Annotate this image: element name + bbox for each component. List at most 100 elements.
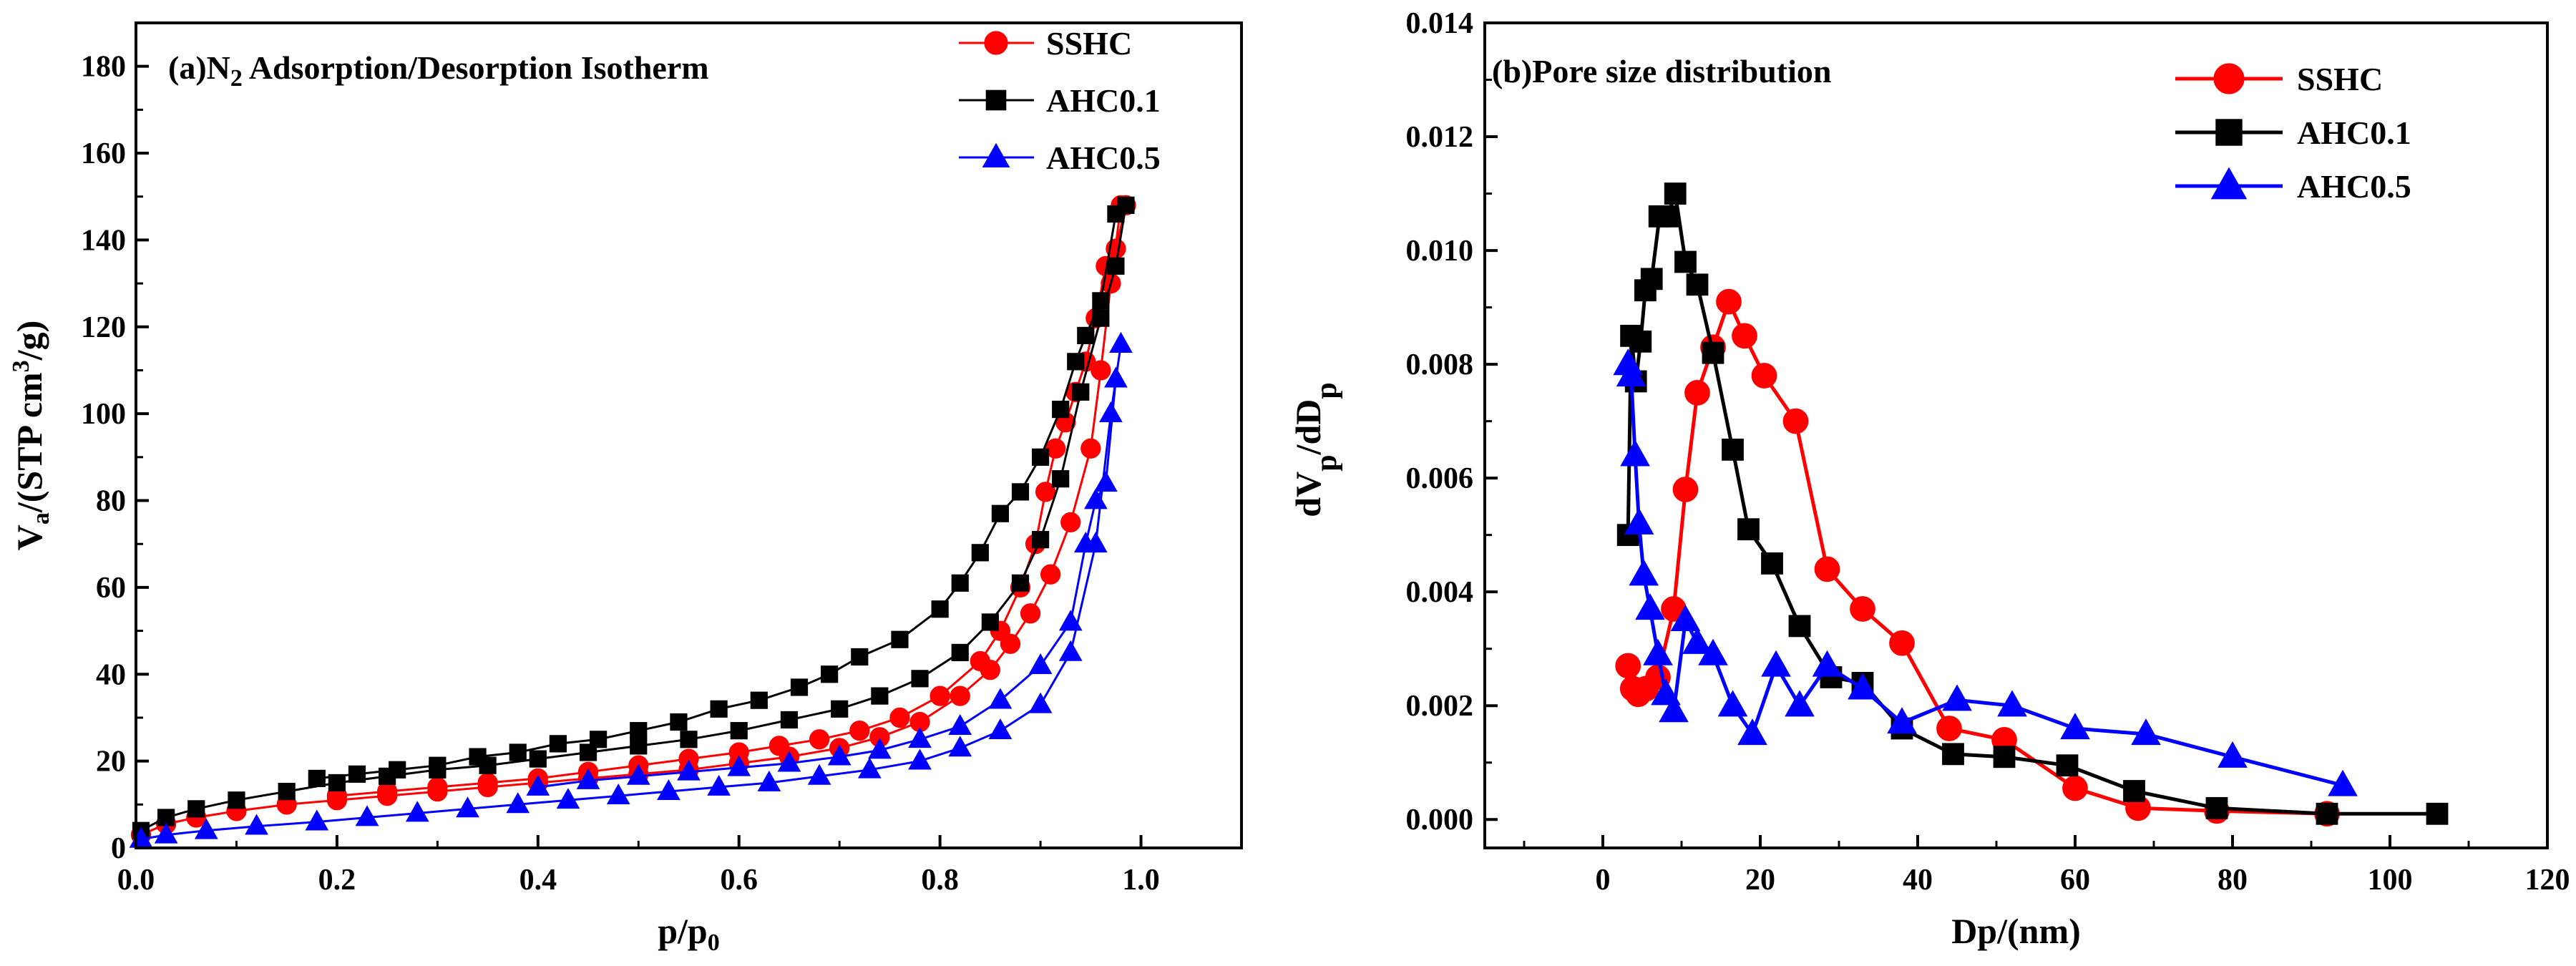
data-point <box>1889 630 1915 656</box>
data-point <box>549 735 567 753</box>
data-point <box>809 729 830 750</box>
x-tick-label: 40 <box>1903 864 1933 897</box>
y-tick-label: 160 <box>81 137 126 170</box>
data-point <box>429 756 447 774</box>
series-line-adsorption <box>140 343 1122 841</box>
data-point <box>1887 707 1917 734</box>
y-tick-label: 0.000 <box>1406 804 1474 836</box>
data-point <box>889 707 910 728</box>
y-tick-label: 0.006 <box>1406 462 1474 495</box>
y-axis-label: Va/(STP cm3/g) <box>8 321 54 550</box>
data-point <box>1717 690 1748 717</box>
y-tick-label: 0.008 <box>1406 348 1474 381</box>
legend-marker <box>982 142 1010 168</box>
data-point <box>2056 754 2079 777</box>
y-tick-label: 100 <box>81 398 126 431</box>
data-point <box>1942 743 1964 766</box>
data-point <box>1011 574 1030 592</box>
data-point <box>1674 250 1697 273</box>
data-point <box>1092 292 1110 310</box>
data-point <box>506 792 530 814</box>
data-point <box>951 574 969 592</box>
panel-a-isotherm-chart: 0.0 0.2 0.4 0.6 0.8 1.0 0 20 40 60 80 100 120 140 160 1… <box>8 21 1243 956</box>
data-point <box>1732 323 1757 349</box>
data-point <box>1993 746 2016 769</box>
y-tick-label: 0 <box>111 832 126 865</box>
data-point <box>154 822 178 844</box>
data-point <box>930 686 950 706</box>
data-point <box>1058 640 1083 661</box>
data-point <box>1850 596 1875 622</box>
y-tick-label: 0.004 <box>1406 576 1474 609</box>
data-point <box>1104 366 1128 388</box>
data-point <box>626 763 650 785</box>
data-point <box>1643 638 1673 665</box>
data-point <box>1080 438 1101 459</box>
data-point <box>576 768 600 789</box>
x-tick-label: 0.0 <box>117 864 155 897</box>
data-point <box>1814 556 1840 582</box>
data-point <box>1620 439 1650 467</box>
legend: SSHC AHC0.1 AHC0.5 <box>959 25 1161 176</box>
y-axis-label: dVp/dDp <box>1288 382 1343 517</box>
data-point <box>245 814 268 835</box>
data-point <box>1107 205 1125 223</box>
data-point <box>1073 532 1098 553</box>
data-point <box>606 784 630 805</box>
data-point <box>1635 593 1665 620</box>
data-point <box>1094 471 1118 492</box>
series-line <box>1626 192 2437 816</box>
data-point <box>427 776 448 798</box>
data-point <box>1058 610 1083 631</box>
data-point <box>988 688 1013 709</box>
data-point <box>1072 383 1090 401</box>
legend-label: AHC0.1 <box>1046 82 1161 119</box>
data-point <box>1936 716 1962 741</box>
data-point <box>1942 684 1972 711</box>
data-point <box>988 718 1013 740</box>
data-point <box>187 800 205 818</box>
data-point <box>469 748 487 766</box>
data-point <box>911 670 929 688</box>
data-point <box>278 783 296 801</box>
y-tick-label: 140 <box>81 224 126 257</box>
x-tick-label: 20 <box>1745 864 1775 897</box>
data-point <box>1664 182 1687 205</box>
data-point <box>769 736 790 756</box>
data-point <box>1052 470 1070 488</box>
legend-label: AHC0.5 <box>2297 168 2411 205</box>
data-point <box>228 791 245 809</box>
data-point <box>871 687 889 705</box>
data-point <box>1060 512 1081 533</box>
data-point <box>831 700 849 718</box>
data-point <box>1091 360 1111 381</box>
data-point <box>908 748 932 770</box>
data-point <box>857 757 882 779</box>
data-point <box>931 600 949 618</box>
data-point <box>1812 650 1843 677</box>
data-point <box>1040 564 1061 585</box>
data-point <box>951 643 969 662</box>
data-point <box>849 721 870 741</box>
data-point <box>305 809 329 831</box>
legend-marker <box>984 31 1008 55</box>
data-point <box>757 770 781 791</box>
data-point <box>1997 690 2027 717</box>
series-line-desorption <box>316 213 1117 780</box>
series-ahc05 <box>129 331 1133 848</box>
legend-marker <box>2210 167 2248 200</box>
data-point <box>1616 360 1646 387</box>
data-point <box>1077 326 1095 345</box>
data-point <box>2205 796 2228 819</box>
data-point <box>948 713 972 735</box>
data-point <box>1682 627 1712 654</box>
data-point <box>1615 653 1641 679</box>
x-tick-label: 0 <box>1596 864 1611 897</box>
data-point <box>790 678 809 696</box>
data-point <box>2218 741 2248 768</box>
data-point <box>1067 353 1085 371</box>
data-point <box>780 711 799 729</box>
data-point <box>657 779 680 800</box>
data-point <box>1629 330 1652 353</box>
y-tick-label: 80 <box>96 485 126 518</box>
